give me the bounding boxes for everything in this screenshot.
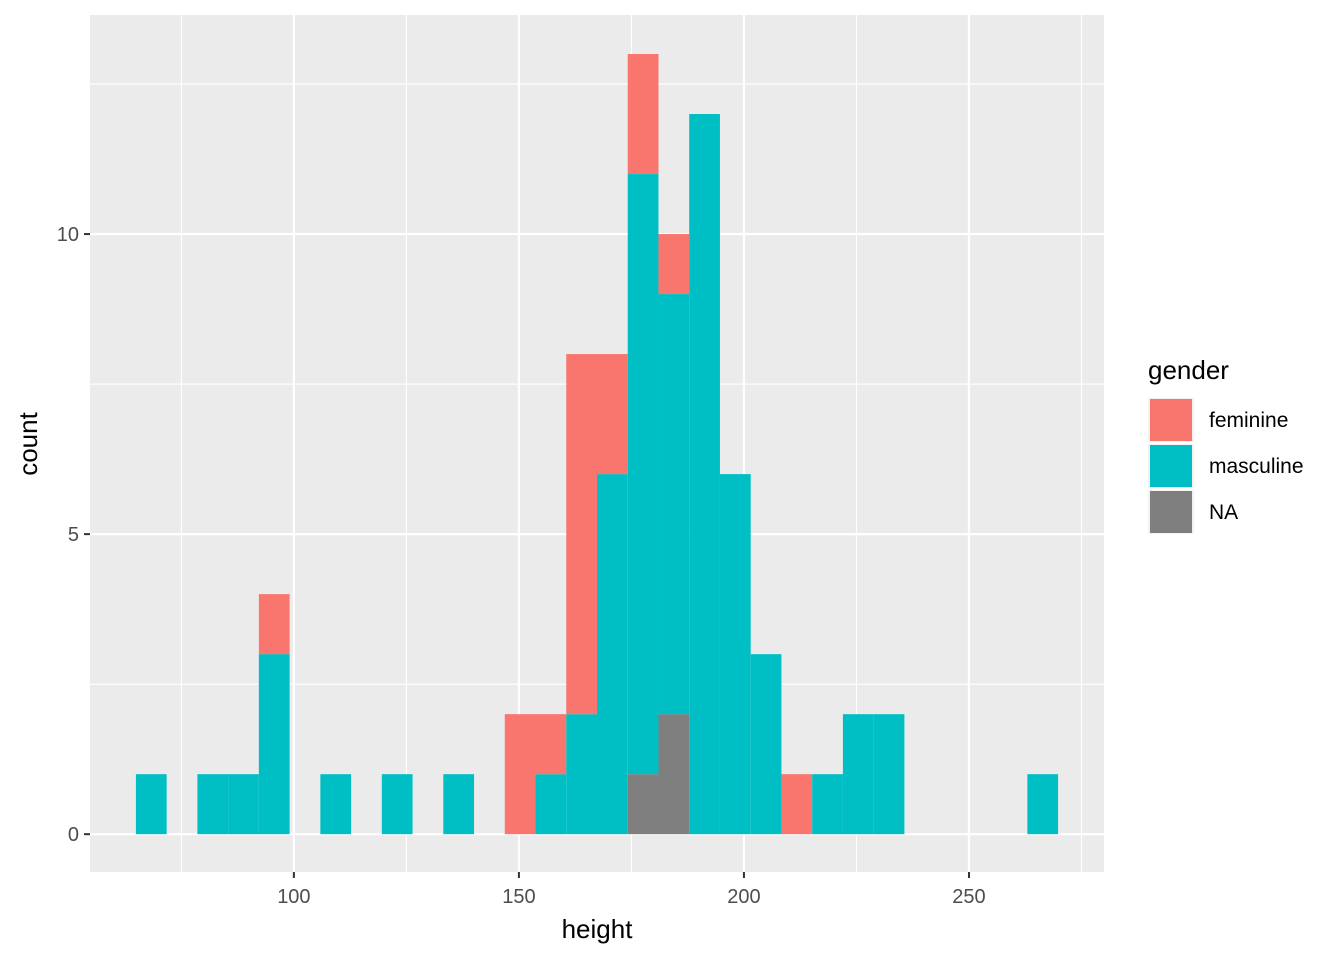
bar-masculine bbox=[566, 714, 597, 835]
bar-feminine bbox=[658, 234, 690, 295]
x-tick-label: 200 bbox=[727, 886, 760, 908]
bar-masculine bbox=[750, 654, 782, 835]
bar-na bbox=[627, 774, 659, 835]
bar-masculine bbox=[689, 114, 720, 835]
bar-masculine bbox=[443, 774, 475, 835]
legend-label: masculine bbox=[1209, 455, 1304, 478]
bar-feminine bbox=[597, 354, 628, 475]
bar-masculine bbox=[719, 474, 751, 835]
axes: 100 150 200 250 0 5 10 bbox=[57, 224, 986, 908]
bar-masculine bbox=[1027, 774, 1059, 835]
bar-masculine bbox=[135, 774, 167, 835]
bar-masculine bbox=[320, 774, 352, 835]
legend-swatch-na bbox=[1150, 491, 1192, 533]
bar-masculine bbox=[228, 774, 259, 835]
bar-feminine bbox=[535, 714, 567, 775]
legend-swatch-masculine bbox=[1150, 445, 1192, 487]
bar-masculine bbox=[627, 174, 659, 775]
bar-feminine bbox=[781, 774, 813, 835]
bar-masculine bbox=[812, 774, 843, 835]
y-tick-label: 0 bbox=[68, 824, 79, 846]
legend-title: gender bbox=[1148, 355, 1229, 385]
x-tick-label: 150 bbox=[502, 886, 535, 908]
bar-feminine bbox=[627, 54, 659, 175]
legend: gender feminine masculine NA bbox=[1148, 355, 1304, 534]
y-tick-label: 10 bbox=[57, 224, 79, 246]
bar-masculine bbox=[381, 774, 413, 835]
bar-masculine bbox=[658, 294, 690, 715]
x-axis-label: height bbox=[562, 914, 634, 944]
bar-masculine bbox=[873, 714, 905, 835]
y-axis-label: count bbox=[13, 411, 43, 475]
bar-masculine bbox=[258, 654, 290, 835]
bars bbox=[135, 54, 1059, 835]
legend-label: feminine bbox=[1209, 409, 1288, 432]
bar-masculine bbox=[597, 474, 628, 835]
bar-masculine bbox=[535, 774, 567, 835]
bar-masculine bbox=[842, 714, 874, 835]
bar-feminine bbox=[258, 594, 290, 655]
bar-na bbox=[658, 714, 690, 835]
x-tick-label: 250 bbox=[952, 886, 985, 908]
bar-feminine bbox=[566, 354, 597, 715]
y-tick-label: 5 bbox=[68, 524, 79, 546]
x-tick-label: 100 bbox=[277, 886, 310, 908]
bar-masculine bbox=[197, 774, 229, 835]
legend-label: NA bbox=[1209, 501, 1238, 524]
legend-swatch-feminine bbox=[1150, 399, 1192, 441]
bar-feminine bbox=[504, 714, 536, 835]
